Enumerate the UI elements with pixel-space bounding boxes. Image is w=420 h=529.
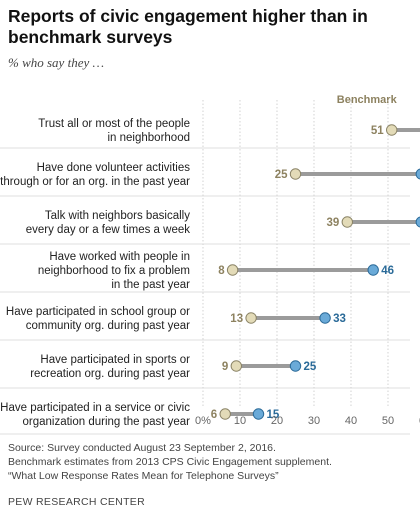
pew-value-label: 15 bbox=[267, 409, 280, 421]
benchmark-value-label: 6 bbox=[211, 409, 217, 421]
legend-benchmark: Benchmark bbox=[337, 94, 398, 106]
benchmark-value-label: 39 bbox=[327, 217, 340, 229]
benchmark-dot bbox=[341, 216, 353, 228]
category-label: Talk with neighbors basically bbox=[45, 210, 190, 222]
category-label: in the past year bbox=[111, 279, 190, 291]
category-label: Have participated in sports or bbox=[40, 354, 190, 366]
x-tick-label: 10 bbox=[234, 415, 246, 427]
benchmark-dot bbox=[245, 312, 257, 324]
report-title-note: “What Low Response Rates Mean for Teleph… bbox=[8, 470, 279, 482]
pew-dot bbox=[289, 360, 302, 372]
organization-credit: PEW RESEARCH CENTER bbox=[8, 496, 145, 508]
benchmark-value-label: 51 bbox=[371, 125, 384, 137]
x-tick-label: 0% bbox=[195, 415, 211, 427]
pew-value-label: 33 bbox=[333, 313, 346, 325]
benchmark-dot bbox=[289, 168, 302, 180]
x-tick-label: 60 bbox=[419, 415, 420, 427]
pew-dot bbox=[415, 216, 420, 228]
pew-value-label: 46 bbox=[381, 265, 394, 277]
benchmark-dot bbox=[226, 264, 239, 276]
category-label: community org. during past year bbox=[26, 320, 190, 332]
category-label: Have worked with people in bbox=[49, 251, 190, 263]
benchmark-value-label: 8 bbox=[218, 265, 225, 277]
chart-subtitle: % who say they … bbox=[8, 55, 105, 70]
x-tick-label: 30 bbox=[308, 415, 320, 427]
pew-dot bbox=[319, 312, 331, 324]
category-label: through or for an org. in the past year bbox=[0, 176, 190, 188]
benchmark-value-label: 13 bbox=[230, 313, 243, 325]
x-tick-label: 50 bbox=[382, 415, 394, 427]
category-label: neighborhood to fix a problem bbox=[38, 265, 190, 277]
category-label: every day or a few times a week bbox=[26, 224, 191, 236]
source-note: Source: Survey conducted August 23 Septe… bbox=[8, 442, 276, 454]
source-notes: Source: Survey conducted August 23 Septe… bbox=[8, 441, 418, 483]
benchmark-value-label: 25 bbox=[275, 169, 288, 181]
benchmark-dot bbox=[230, 360, 243, 372]
category-label: Have participated in a service or civic bbox=[0, 402, 190, 414]
x-tick-label: 20 bbox=[271, 415, 283, 427]
category-label: Have done volunteer activities bbox=[37, 162, 191, 174]
category-label: organization during the past year bbox=[23, 416, 191, 428]
chart-title: Reports of civic engagement higher than … bbox=[8, 6, 368, 47]
category-label: Trust all or most of the people bbox=[38, 118, 190, 130]
category-label: in neighborhood bbox=[108, 132, 191, 144]
pew-dot bbox=[252, 408, 265, 420]
benchmark-note: Benchmark estimates from 2013 CPS Civic … bbox=[8, 456, 332, 468]
category-label: Have participated in school group or bbox=[6, 306, 190, 318]
pew-value-label: 25 bbox=[304, 361, 317, 373]
benchmark-dot bbox=[219, 408, 231, 420]
x-tick-label: 40 bbox=[345, 415, 357, 427]
pew-dot bbox=[367, 264, 379, 276]
benchmark-value-label: 9 bbox=[222, 361, 228, 373]
pew-dot bbox=[415, 168, 420, 180]
dot-plot: BenchmarkPewTrust all or most of the peo… bbox=[0, 94, 420, 435]
benchmark-dot bbox=[386, 124, 398, 136]
category-label: recreation org. during past year bbox=[30, 368, 190, 380]
